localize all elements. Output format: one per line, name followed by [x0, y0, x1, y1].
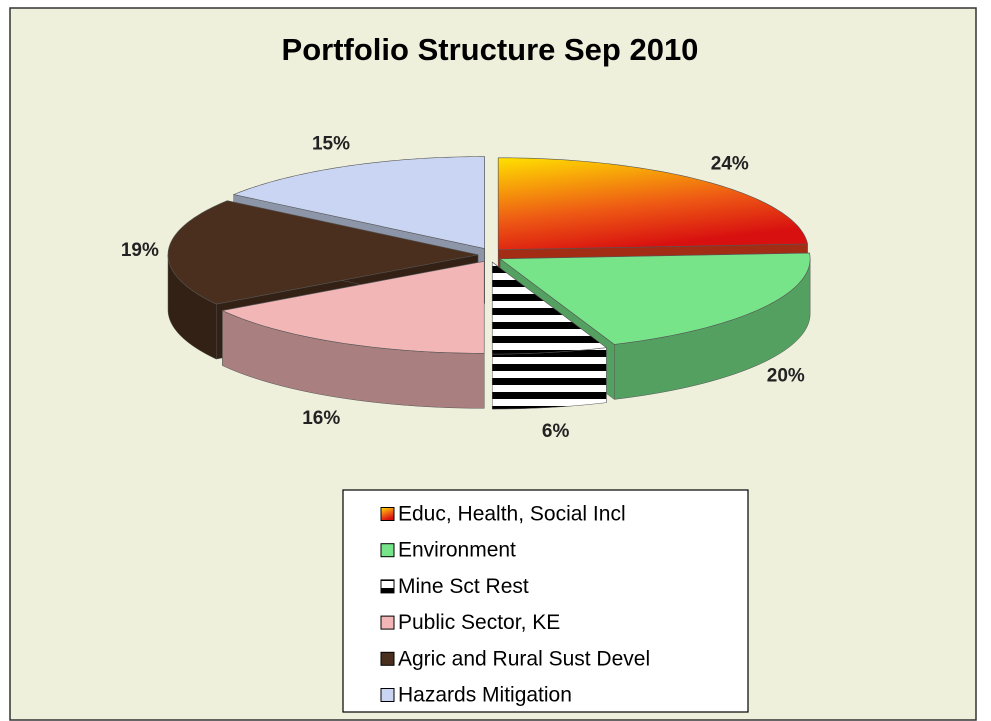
slice: [499, 252, 811, 345]
legend-label: Educ, Health, Social Incl: [398, 503, 626, 526]
legend-swatch: [380, 543, 395, 558]
legend-label: Hazards Mitigation: [398, 684, 572, 707]
data-label: 15%: [312, 133, 350, 154]
legend-label: Public Sector, KE: [398, 611, 560, 634]
data-label: 24%: [711, 153, 749, 174]
slice: [167, 200, 479, 305]
data-label: 6%: [542, 421, 570, 442]
legend-swatch: [380, 579, 395, 594]
legend-swatch: [380, 651, 395, 666]
data-label: 19%: [121, 240, 159, 261]
legend-box: [342, 489, 749, 713]
slice: [497, 157, 808, 251]
slice-side: [491, 347, 607, 410]
chart-title: Portfolio Structure Sep 2010: [282, 32, 699, 67]
slice: [221, 260, 485, 409]
slice: [491, 261, 608, 410]
data-label: 16%: [302, 408, 340, 429]
legend-label: Environment: [398, 539, 516, 562]
slice: [491, 261, 608, 355]
legend-label: Mine Sct Rest: [398, 575, 529, 598]
legend-swatch: [380, 688, 395, 702]
legend-swatch: [380, 507, 395, 521]
legend-label: Agric and Rural Sust Devel: [398, 647, 650, 670]
data-label: 20%: [767, 366, 805, 387]
legend-swatch: [380, 615, 395, 630]
slice: [232, 156, 485, 249]
slice: [221, 260, 485, 354]
